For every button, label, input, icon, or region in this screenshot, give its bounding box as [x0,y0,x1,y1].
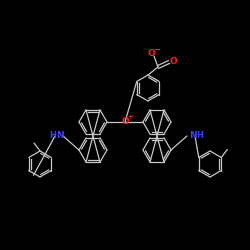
Text: O: O [121,116,129,126]
Text: −: − [154,46,160,54]
Text: N: N [56,132,64,140]
Text: H: H [50,132,56,140]
Text: O: O [147,48,155,58]
Text: O: O [169,58,177,66]
Text: N: N [189,132,197,140]
Text: H: H [196,132,203,140]
Text: +: + [127,114,133,120]
